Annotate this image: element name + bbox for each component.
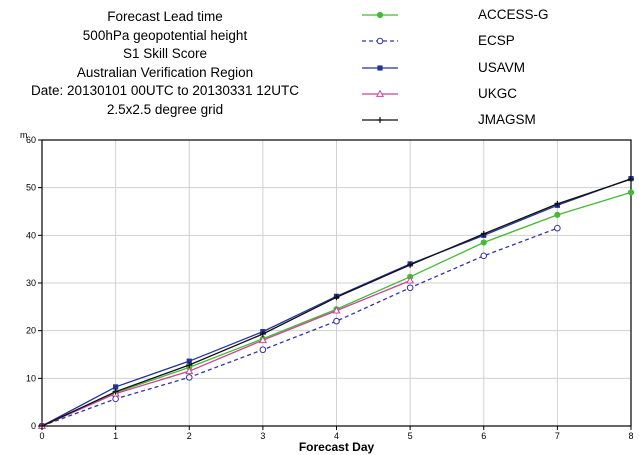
legend-swatch-ecsp	[362, 37, 398, 45]
data-point-jmagsm	[554, 200, 561, 207]
legend-swatch-jmagsm	[362, 117, 398, 124]
legend-item-ecsp: ECSP	[360, 32, 639, 58]
legend-label-usavm: USAVM	[478, 59, 526, 75]
data-point-ukgc	[406, 276, 415, 284]
data-point-ukgc	[332, 306, 341, 314]
legend-item-jmagsm: JMAGSM	[360, 111, 639, 137]
data-point-ukgc	[185, 366, 194, 375]
data-point-usavm	[113, 384, 119, 390]
y-tick-label: 20	[26, 326, 36, 336]
title-line-5: Date: 20130101 00UTC to 20130331 12UTC	[31, 83, 299, 98]
legend: ACCESS-G ECSP USAVM UKGC JMAGSM	[360, 6, 639, 137]
series-jmagsm	[39, 176, 634, 429]
x-tick-label: 3	[260, 431, 265, 441]
legend-item-usavm: USAVM	[360, 59, 639, 85]
y-tick-label: 30	[26, 278, 36, 288]
legend-swatch-usavm	[362, 64, 398, 71]
data-point-jmagsm	[259, 331, 266, 338]
data-point-ecsp	[259, 346, 267, 354]
series-line-ukgc	[41, 280, 411, 427]
data-point-ecsp	[112, 395, 119, 403]
title-line-4: Australian Verification Region	[76, 64, 254, 80]
x-tick-label: 0	[39, 431, 44, 441]
y-axis-label: m	[20, 130, 28, 140]
data-point-ecsp	[554, 224, 561, 232]
x-tick-label: 5	[408, 431, 413, 441]
x-tick-label: 7	[555, 431, 560, 441]
data-point-jmagsm	[333, 294, 340, 301]
data-point-jmagsm	[112, 388, 119, 395]
title-line-6: 2.5x2.5 degree grid	[106, 101, 224, 117]
data-point-access-g	[554, 211, 561, 218]
y-tick-label: 60	[26, 135, 36, 145]
data-point-jmagsm	[407, 261, 414, 268]
title-line-3: S1 Skill Score	[122, 46, 208, 61]
data-point-access-g	[627, 189, 635, 196]
data-point-jmagsm	[186, 361, 193, 368]
y-tick-label: 40	[26, 230, 36, 240]
data-point-ecsp	[480, 252, 488, 260]
legend-swatch-ukgc	[362, 89, 398, 97]
data-point-ecsp	[406, 284, 414, 292]
y-tick-label: 0	[31, 421, 36, 431]
y-tick-label: 10	[26, 373, 36, 383]
data-point-jmagsm	[39, 423, 45, 429]
legend-label-ecsp: ECSP	[478, 33, 515, 49]
x-tick-label: 2	[187, 431, 192, 441]
data-point-ecsp	[333, 317, 340, 325]
x-tick-label: 6	[481, 431, 486, 441]
data-point-access-g	[480, 239, 487, 246]
legend-item-ukgc: UKGC	[360, 85, 639, 111]
legend-label-access-g: ACCESS-G	[478, 7, 549, 22]
chart-header: Forecast Lead time 500hPa geopotential h…	[0, 0, 330, 119]
x-tick-label: 4	[334, 431, 339, 441]
x-tick-label: 8	[628, 431, 633, 441]
x-axis-label: Forecast Day	[299, 440, 375, 454]
data-point-jmagsm	[480, 230, 487, 237]
data-point-ecsp	[185, 374, 193, 381]
series-line-ecsp	[41, 227, 558, 427]
legend-label-ukgc: UKGC	[478, 85, 518, 101]
data-point-usavm	[186, 358, 192, 364]
y-tick-label: 50	[26, 183, 36, 193]
title-line-2: 500hPa geopotential height	[82, 27, 248, 43]
data-point-ukgc	[258, 335, 267, 344]
x-tick-label: 1	[113, 431, 118, 441]
title-line-1: Forecast Lead time	[107, 9, 223, 24]
legend-swatch-access-g	[362, 11, 398, 19]
data-point-jmagsm	[628, 176, 634, 183]
legend-label-jmagsm: JMAGSM	[478, 112, 536, 128]
legend-item-access-g: ACCESS-G	[360, 6, 639, 32]
